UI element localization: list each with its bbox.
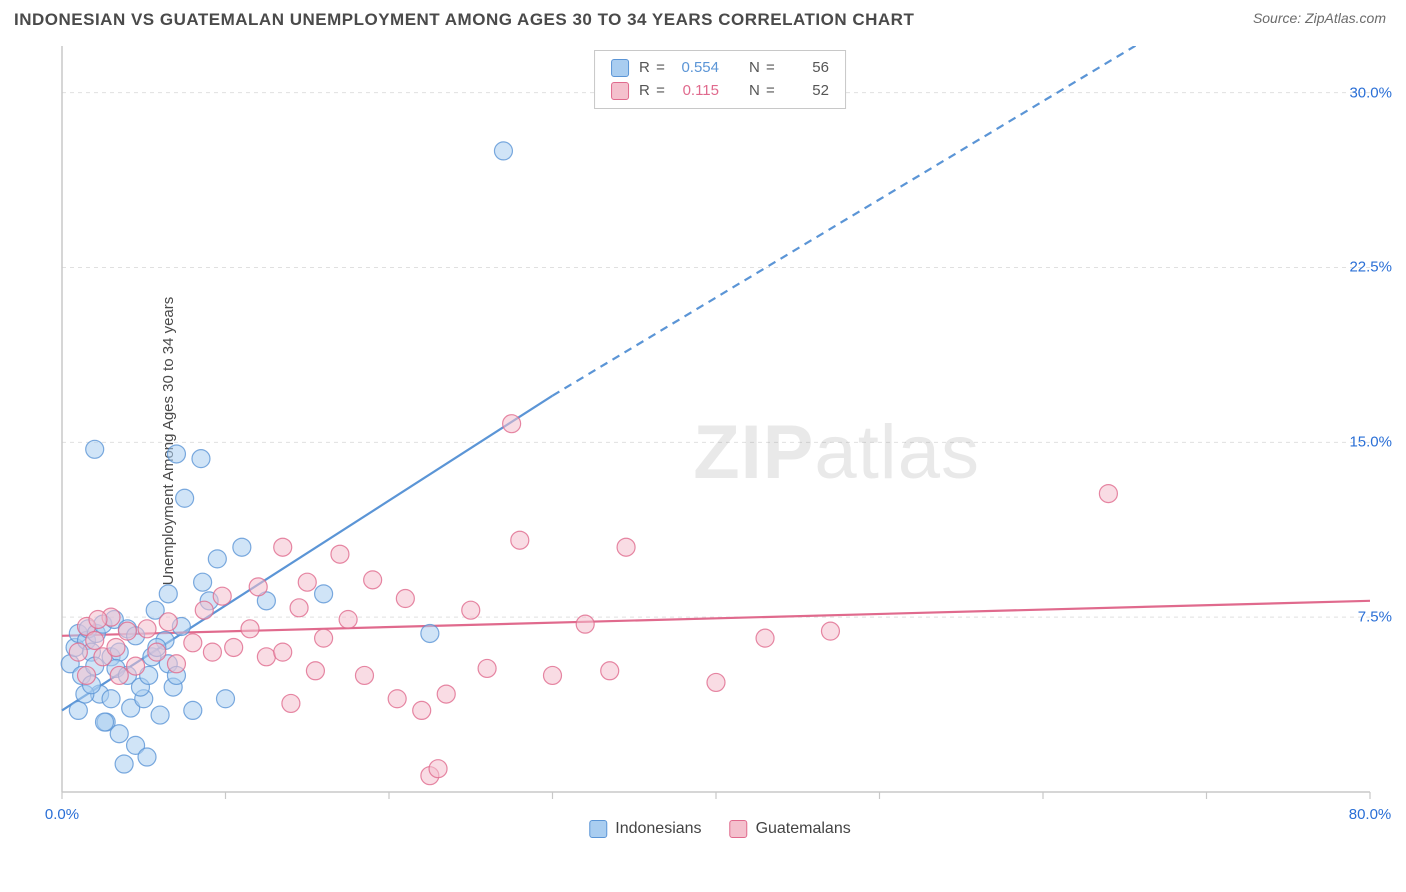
legend-label-series2: Guatemalans xyxy=(756,820,851,838)
eq-sign4: = xyxy=(766,82,775,99)
r-value-series1: 0.554 xyxy=(671,57,719,80)
n-value-series2: 52 xyxy=(781,80,829,103)
correlation-stats-box: R = 0.554 N = 56 R = 0.115 N = 52 xyxy=(594,50,846,109)
chart-header: INDONESIAN VS GUATEMALAN UNEMPLOYMENT AM… xyxy=(0,0,1406,36)
y-tick-label: 22.5% xyxy=(1349,259,1392,276)
y-tick-label: 15.0% xyxy=(1349,434,1392,451)
stats-row-series2: R = 0.115 N = 52 xyxy=(611,80,829,103)
chart-container: Unemployment Among Ages 30 to 34 years Z… xyxy=(50,46,1390,836)
eq-sign2: = xyxy=(766,59,775,76)
n-label2: N xyxy=(749,82,760,99)
scatter-plot-svg xyxy=(50,46,1390,836)
n-label: N xyxy=(749,59,760,76)
eq-sign: = xyxy=(656,59,665,76)
eq-sign3: = xyxy=(656,82,665,99)
legend-swatch-series1 xyxy=(589,820,607,838)
x-tick-label: 80.0% xyxy=(1349,806,1392,823)
legend-label-series1: Indonesians xyxy=(615,820,701,838)
legend-item-series1: Indonesians xyxy=(589,820,701,838)
y-tick-label: 30.0% xyxy=(1349,84,1392,101)
x-tick-label: 0.0% xyxy=(45,806,79,823)
swatch-series2 xyxy=(611,82,629,100)
legend-swatch-series2 xyxy=(730,820,748,838)
legend-bottom: Indonesians Guatemalans xyxy=(589,820,850,838)
r-label2: R xyxy=(639,82,650,99)
stats-row-series1: R = 0.554 N = 56 xyxy=(611,57,829,80)
r-value-series2: 0.115 xyxy=(671,80,719,103)
y-tick-label: 7.5% xyxy=(1358,609,1392,626)
n-value-series1: 56 xyxy=(781,57,829,80)
legend-item-series2: Guatemalans xyxy=(730,820,851,838)
r-label: R xyxy=(639,59,650,76)
swatch-series1 xyxy=(611,59,629,77)
chart-source: Source: ZipAtlas.com xyxy=(1253,10,1386,26)
chart-title: INDONESIAN VS GUATEMALAN UNEMPLOYMENT AM… xyxy=(14,10,914,30)
